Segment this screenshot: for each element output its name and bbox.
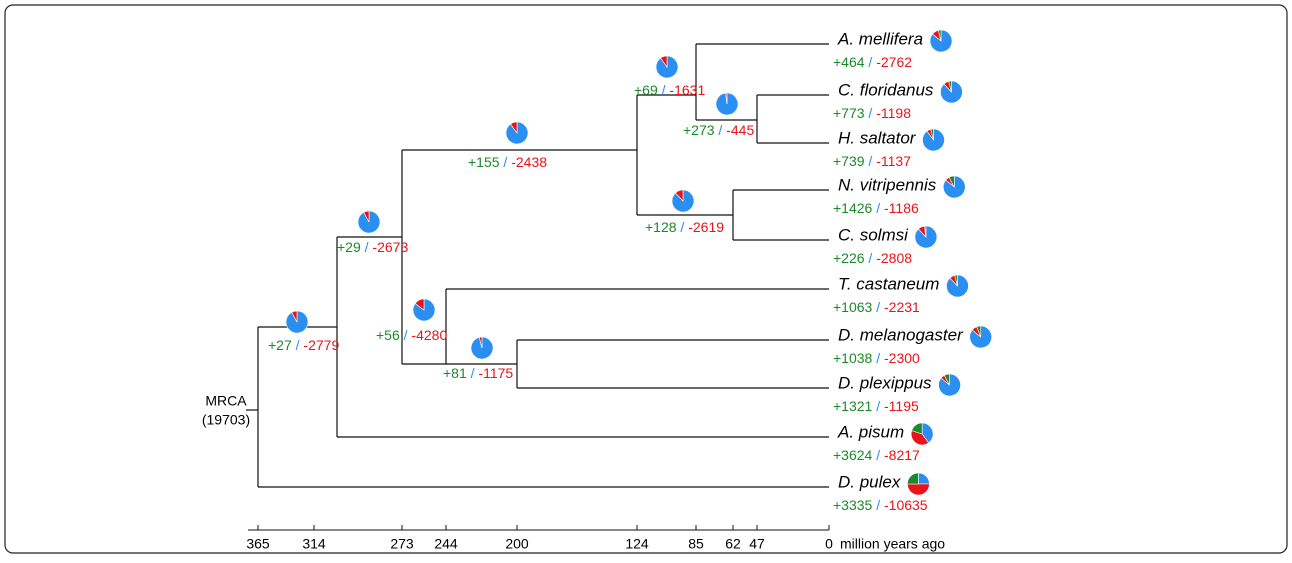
- gain-loss: +464 / -2762: [833, 54, 912, 70]
- taxon-name: C. floridanus: [838, 80, 934, 99]
- pie-slice: [907, 473, 918, 484]
- count: +69: [634, 82, 658, 98]
- gain-loss: +29 / -2673: [337, 239, 408, 255]
- count: /: [872, 398, 880, 414]
- count: -10635: [880, 497, 928, 513]
- count: -2808: [872, 250, 912, 266]
- taxon-name: N. vitripennis: [838, 175, 937, 194]
- gain-loss: +3624 / -8217: [833, 447, 920, 463]
- count: -2438: [507, 154, 547, 170]
- count: +226: [833, 250, 865, 266]
- count: -1198: [872, 105, 911, 121]
- pie-slice: [918, 473, 929, 484]
- count: +273: [683, 122, 715, 138]
- count: /: [865, 54, 873, 70]
- count: /: [500, 154, 508, 170]
- gain-loss: +27 / -2779: [268, 337, 339, 353]
- count: /: [872, 497, 880, 513]
- count: /: [715, 122, 723, 138]
- count: -2762: [872, 54, 912, 70]
- count: -2673: [369, 239, 409, 255]
- count: /: [872, 447, 880, 463]
- gain-loss: +81 / -1175: [443, 365, 513, 381]
- taxon-name: A. pisum: [837, 422, 904, 441]
- count: +56: [376, 327, 400, 343]
- count: +1426: [833, 200, 873, 216]
- count: +3624: [833, 447, 873, 463]
- count: /: [865, 250, 873, 266]
- count: +464: [833, 54, 865, 70]
- count: /: [400, 327, 408, 343]
- tick-label: 244: [434, 536, 458, 552]
- count: +81: [443, 365, 467, 381]
- count: +1063: [833, 299, 873, 315]
- gain-loss: +273 / -445: [683, 122, 754, 138]
- gain-loss: +69 / -1631: [634, 82, 705, 98]
- tick-label: 273: [390, 536, 414, 552]
- tick-label: 47: [749, 536, 765, 552]
- count: +1321: [833, 398, 873, 414]
- gain-loss: +128 / -2619: [645, 219, 724, 235]
- count: -2231: [880, 299, 920, 315]
- count: /: [361, 239, 369, 255]
- gain-loss: +155 / -2438: [468, 154, 547, 170]
- count: -2779: [300, 337, 340, 353]
- count: +29: [337, 239, 361, 255]
- gain-loss: +56 / -4280: [376, 327, 447, 343]
- count: -1175: [475, 365, 514, 381]
- gain-loss: +226 / -2808: [833, 250, 912, 266]
- count: +773: [833, 105, 865, 121]
- count: +3335: [833, 497, 873, 513]
- count: /: [292, 337, 300, 353]
- root-size: (19703): [202, 412, 250, 428]
- figure: MRCA (19703) +27 / -2779 +29 / -2673 +56 /…: [0, 0, 1292, 558]
- taxon-name: D. melanogaster: [838, 325, 964, 344]
- taxon-name: C. solmsi: [838, 225, 909, 244]
- gain-loss: +1038 / -2300: [833, 350, 920, 366]
- axis-unit: million years ago: [840, 536, 945, 552]
- count: -2300: [880, 350, 920, 366]
- count: /: [677, 219, 685, 235]
- tick-label: 200: [505, 536, 529, 552]
- count: -445: [722, 122, 754, 138]
- count: -1137: [872, 153, 911, 169]
- count: -8217: [880, 447, 920, 463]
- count: /: [865, 105, 873, 121]
- gain-loss: +3335 / -10635: [833, 497, 928, 513]
- count: -1186: [880, 200, 919, 216]
- tick-label: 124: [625, 536, 649, 552]
- pie-slice: [907, 484, 929, 495]
- tick-label: 314: [302, 536, 326, 552]
- tick-label: 0: [825, 536, 833, 552]
- taxon-name: A. mellifera: [837, 29, 923, 48]
- count: /: [872, 350, 880, 366]
- count: +739: [833, 153, 865, 169]
- count: +27: [268, 337, 292, 353]
- gain-loss: +1426 / -1186: [833, 200, 919, 216]
- gain-loss: +1321 / -1195: [833, 398, 919, 414]
- count: +1038: [833, 350, 873, 366]
- gain-loss: +773 / -1198: [833, 105, 911, 121]
- count: /: [872, 299, 880, 315]
- count: -1631: [666, 82, 706, 98]
- taxon-name: T. castaneum: [838, 274, 939, 293]
- count: /: [865, 153, 873, 169]
- taxon-name: D. pulex: [838, 472, 901, 491]
- count: +128: [645, 219, 677, 235]
- count: +155: [468, 154, 500, 170]
- count: /: [467, 365, 475, 381]
- gain-loss: +739 / -1137: [833, 153, 911, 169]
- root-label: MRCA: [205, 393, 247, 409]
- count: -2619: [684, 219, 724, 235]
- tick-label: 365: [246, 536, 270, 552]
- count: /: [872, 200, 880, 216]
- gain-loss: +1063 / -2231: [833, 299, 920, 315]
- taxon-name: D. plexippus: [838, 373, 932, 392]
- tick-label: 85: [688, 536, 704, 552]
- count: -1195: [880, 398, 919, 414]
- count: -4280: [408, 327, 448, 343]
- taxon-name: H. saltator: [838, 128, 917, 147]
- count: /: [658, 82, 666, 98]
- tick-label: 62: [725, 536, 741, 552]
